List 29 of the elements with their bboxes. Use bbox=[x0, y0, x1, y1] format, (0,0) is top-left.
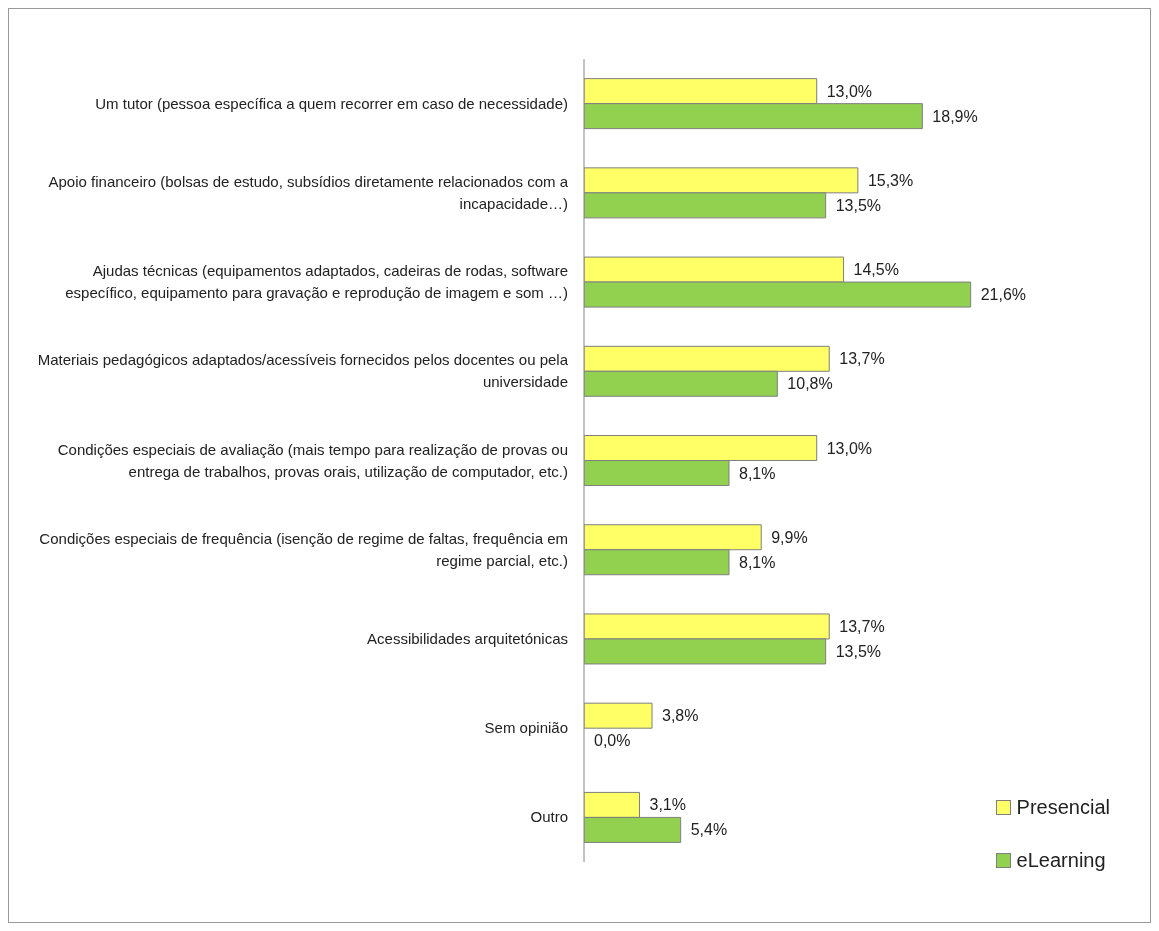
y-tick-label: Um tutor (pessoa específica a quem recorrer em caso de necessidade) bbox=[95, 93, 568, 114]
data-label: 14,5% bbox=[853, 261, 899, 279]
legend-label: Presencial bbox=[1016, 796, 1110, 819]
data-label: 13,0% bbox=[826, 82, 873, 100]
data-label: 10,8% bbox=[787, 375, 833, 393]
y-tick-label: Ajudas técnicas (equipamentos adaptados, cadeiras de rodas, software específico, equipamento para gravação e reprodução de imagem e som …) bbox=[64, 261, 568, 304]
data-label: 5,4% bbox=[690, 821, 728, 839]
data-label: 13,7% bbox=[839, 350, 885, 368]
data-label: 18,9% bbox=[932, 107, 978, 125]
y-tick-label: Outro bbox=[530, 807, 568, 828]
data-label: 3,1% bbox=[649, 796, 686, 814]
y-tick-label: Apoio financeiro (bolsas de estudo, subsídios diretamente relacionados com a incapacidade…) bbox=[47, 171, 568, 214]
y-tick-label: Condições especiais de frequência (isenção de regime de faltas, frequência em regime parcial, etc.) bbox=[38, 528, 568, 571]
data-label: 13,7% bbox=[839, 618, 885, 636]
data-label: 8,1% bbox=[739, 464, 776, 482]
data-label: 13,0% bbox=[826, 439, 873, 457]
y-tick-label: Materiais pedagógicos adaptados/acessíveis fornecidos pelos docentes ou pela universidade bbox=[36, 350, 568, 393]
y-tick-label: Condições especiais de avaliação (mais tempo para realização de provas ou entrega de trabalhos, provas orais, utilização de computador, etc.) bbox=[56, 439, 568, 482]
data-label: 8,1% bbox=[739, 553, 776, 571]
data-label: 9,9% bbox=[771, 528, 808, 546]
y-tick-label: Acessibilidades arquitetónicas bbox=[367, 628, 568, 649]
data-label: 15,3% bbox=[867, 171, 914, 189]
legend-label: eLearning bbox=[1016, 849, 1106, 872]
data-label: 0,0% bbox=[594, 732, 631, 750]
y-tick-label: Sem opinião bbox=[484, 718, 568, 739]
data-label: 13,5% bbox=[835, 643, 882, 661]
data-label: 13,5% bbox=[835, 196, 882, 214]
data-label: 3,8% bbox=[662, 707, 699, 725]
data-label: 21,6% bbox=[980, 286, 1027, 304]
